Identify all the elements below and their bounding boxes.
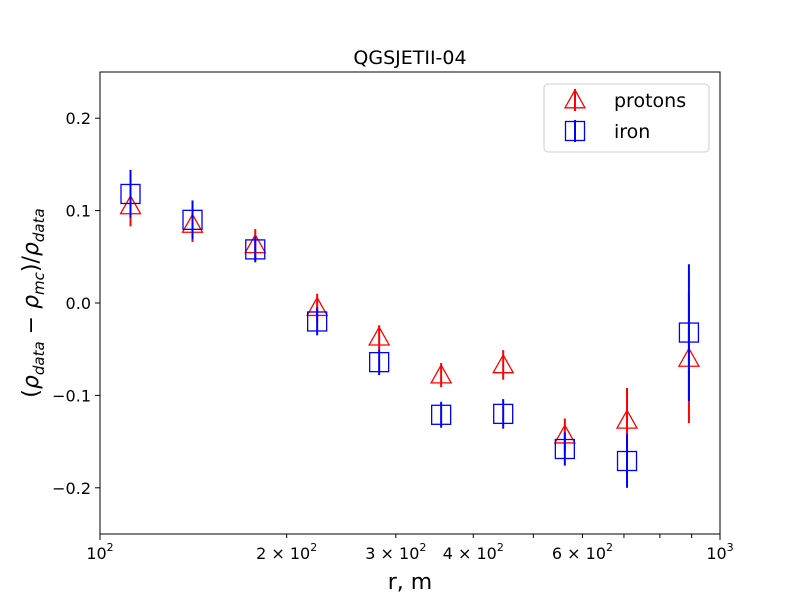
legend-protons-triangle [563, 88, 587, 109]
protons-data-point [492, 353, 515, 374]
x-tick-label: 4 × 102 [443, 541, 504, 563]
x-tick-label: 102 [86, 541, 113, 563]
legend-protons-marker [563, 88, 587, 111]
iron-data-point [554, 438, 575, 460]
x-axis-label: r, m [388, 570, 432, 595]
protons-data-point [615, 409, 639, 429]
iron-data-point [678, 322, 700, 343]
legend-iron-label: iron [614, 121, 650, 143]
legend-iron-square [564, 120, 586, 142]
legend-iron-marker [564, 120, 586, 142]
series-iron [120, 169, 700, 488]
iron-data-point [245, 239, 266, 260]
x-tick-label: 2 × 102 [256, 541, 317, 563]
x-tick-label: 6 × 102 [552, 541, 613, 563]
iron-data-point [430, 404, 452, 425]
y-tick-label: −0.1 [52, 386, 91, 405]
y-tick-label: 0.2 [66, 109, 91, 128]
iron-data-point [120, 183, 141, 205]
protons-data-point [430, 363, 453, 384]
iron-data-point [493, 403, 514, 425]
iron-data-point [616, 450, 638, 472]
iron-data-point [307, 311, 328, 332]
iron-data-point [182, 209, 203, 230]
plot-frame [99, 71, 721, 535]
x-tick-label: 3 × 102 [365, 541, 426, 563]
iron-data-point [369, 351, 390, 373]
y-tick-label: −0.2 [52, 479, 91, 498]
legend: protons iron [543, 83, 710, 153]
plot-area [119, 169, 701, 488]
axis-ticks: −0.2 −0.1 0.0 0.1 0.2 102 2 × 102 3 × 102 4 × 10… [52, 109, 734, 563]
protons-data-point [368, 325, 391, 346]
y-axis-label: (ρdata − ρmc)/ρdata [19, 208, 48, 397]
y-tick-label: 0.0 [66, 294, 91, 313]
legend-protons-label: protons [614, 90, 686, 112]
y-tick-label: 0.1 [66, 202, 91, 221]
chart-title: QGSJETII-04 [353, 47, 466, 69]
legend-box [543, 83, 710, 153]
x-tick-label: 103 [706, 541, 733, 563]
